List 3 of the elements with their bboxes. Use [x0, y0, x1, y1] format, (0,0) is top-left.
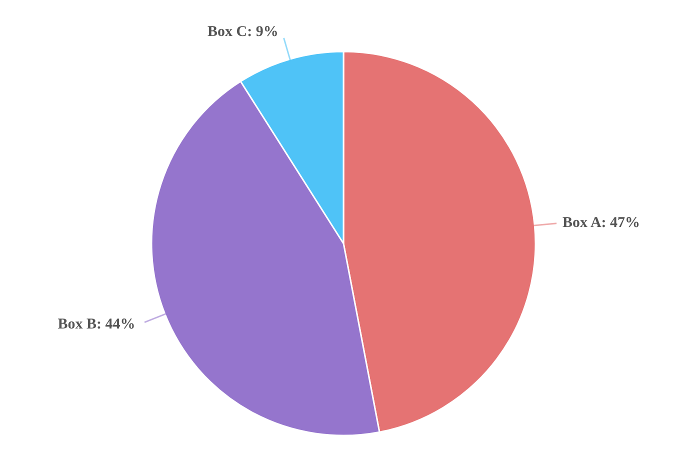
slice-label: Box C: 9% — [208, 24, 278, 40]
slice-label: Box B: 44% — [58, 316, 136, 332]
slice-label: Box A: 47% — [562, 214, 640, 231]
